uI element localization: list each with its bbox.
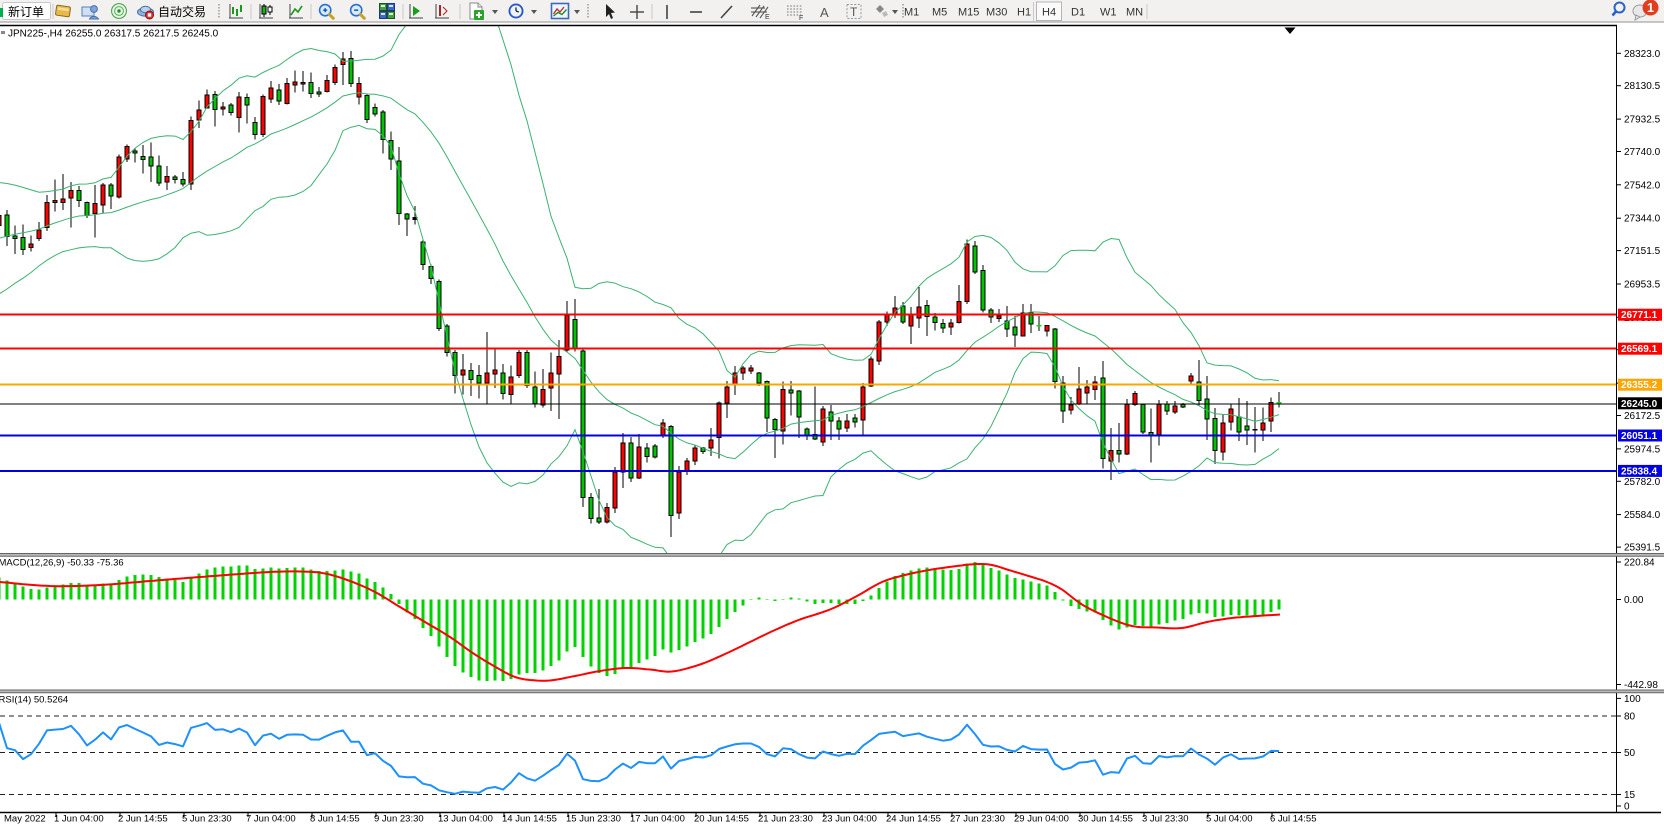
svg-text:27151.5: 27151.5 xyxy=(1624,246,1661,257)
svg-text:24 Jun 14:55: 24 Jun 14:55 xyxy=(886,814,941,825)
svg-text:14 Jun 14:55: 14 Jun 14:55 xyxy=(502,814,557,825)
svg-text:M1: M1 xyxy=(904,7,919,19)
svg-text:25974.5: 25974.5 xyxy=(1624,444,1661,455)
svg-text:26051.1: 26051.1 xyxy=(1621,431,1658,442)
svg-text:JPN225-,H4 26255.0 26317.5 26: JPN225-,H4 26255.0 26317.5 26217.5 26245… xyxy=(8,29,219,40)
svg-text:13 Jun 04:00: 13 Jun 04:00 xyxy=(438,814,493,825)
svg-text:MACD(12,26,9) -50.33 -75.36: MACD(12,26,9) -50.33 -75.36 xyxy=(0,558,124,569)
svg-text:26172.5: 26172.5 xyxy=(1624,411,1661,422)
svg-text:27932.5: 27932.5 xyxy=(1624,115,1661,126)
svg-text:8 Jun 14:55: 8 Jun 14:55 xyxy=(310,814,360,825)
svg-text:100: 100 xyxy=(1624,694,1641,705)
svg-text:9 Jun 23:30: 9 Jun 23:30 xyxy=(374,814,424,825)
svg-text:H4: H4 xyxy=(1042,7,1056,19)
svg-text:20 Jun 14:55: 20 Jun 14:55 xyxy=(694,814,749,825)
svg-text:27740.0: 27740.0 xyxy=(1624,147,1661,158)
svg-text:T: T xyxy=(850,5,858,19)
svg-text:3 Jul 23:30: 3 Jul 23:30 xyxy=(1142,814,1188,825)
svg-text:5 Jul 04:00: 5 Jul 04:00 xyxy=(1206,814,1252,825)
svg-text:E: E xyxy=(765,14,770,21)
svg-text:25584.0: 25584.0 xyxy=(1624,510,1661,521)
svg-text:17 Jun 04:00: 17 Jun 04:00 xyxy=(630,814,685,825)
svg-text:W1: W1 xyxy=(1100,7,1117,19)
svg-text:30 Jun 14:55: 30 Jun 14:55 xyxy=(1078,814,1133,825)
svg-text:May 2022: May 2022 xyxy=(4,814,46,825)
svg-text:23 Jun 04:00: 23 Jun 04:00 xyxy=(822,814,877,825)
svg-text:A: A xyxy=(820,5,829,20)
svg-text:25391.5: 25391.5 xyxy=(1624,543,1661,554)
svg-text:26569.1: 26569.1 xyxy=(1621,344,1658,355)
svg-text:26355.2: 26355.2 xyxy=(1621,380,1658,391)
svg-text:26953.5: 26953.5 xyxy=(1624,280,1661,291)
svg-text:RSI(14) 50.5264: RSI(14) 50.5264 xyxy=(0,695,68,706)
svg-text:27344.0: 27344.0 xyxy=(1624,214,1661,225)
svg-text:自动交易: 自动交易 xyxy=(158,4,206,19)
svg-text:MN: MN xyxy=(1126,7,1143,19)
svg-text:0: 0 xyxy=(1624,802,1630,813)
svg-text:M15: M15 xyxy=(958,7,979,19)
svg-text:26245.0: 26245.0 xyxy=(1621,399,1658,410)
svg-text:M30: M30 xyxy=(986,7,1007,19)
svg-text:F: F xyxy=(799,15,803,22)
svg-text:D1: D1 xyxy=(1071,7,1085,19)
svg-text:15: 15 xyxy=(1624,790,1636,801)
svg-text:7 Jun 04:00: 7 Jun 04:00 xyxy=(246,814,296,825)
svg-text:220.84: 220.84 xyxy=(1624,558,1655,569)
svg-text:0.00: 0.00 xyxy=(1624,595,1644,606)
svg-text:1 Jun 04:00: 1 Jun 04:00 xyxy=(54,814,104,825)
svg-text:80: 80 xyxy=(1624,712,1636,723)
svg-text:50: 50 xyxy=(1624,748,1636,759)
svg-text:25782.0: 25782.0 xyxy=(1624,477,1661,488)
svg-text:5 Jun 23:30: 5 Jun 23:30 xyxy=(182,814,232,825)
svg-text:H1: H1 xyxy=(1017,7,1031,19)
svg-text:新订单: 新订单 xyxy=(8,4,44,19)
svg-text:27542.0: 27542.0 xyxy=(1624,180,1661,191)
svg-text:15 Jun 23:30: 15 Jun 23:30 xyxy=(566,814,621,825)
svg-text:29 Jun 04:00: 29 Jun 04:00 xyxy=(1014,814,1069,825)
svg-text:28323.0: 28323.0 xyxy=(1624,49,1661,60)
svg-text:28130.5: 28130.5 xyxy=(1624,81,1661,92)
svg-text:25838.4: 25838.4 xyxy=(1621,466,1658,477)
svg-text:1: 1 xyxy=(1647,0,1654,15)
svg-text:M5: M5 xyxy=(932,7,947,19)
svg-text:-442.98: -442.98 xyxy=(1624,680,1658,691)
svg-text:21 Jun 23:30: 21 Jun 23:30 xyxy=(758,814,813,825)
svg-text:27 Jun 23:30: 27 Jun 23:30 xyxy=(950,814,1005,825)
svg-text:2 Jun 14:55: 2 Jun 14:55 xyxy=(118,814,168,825)
svg-text:6 Jul 14:55: 6 Jul 14:55 xyxy=(1270,814,1316,825)
svg-text:26771.1: 26771.1 xyxy=(1621,310,1658,321)
